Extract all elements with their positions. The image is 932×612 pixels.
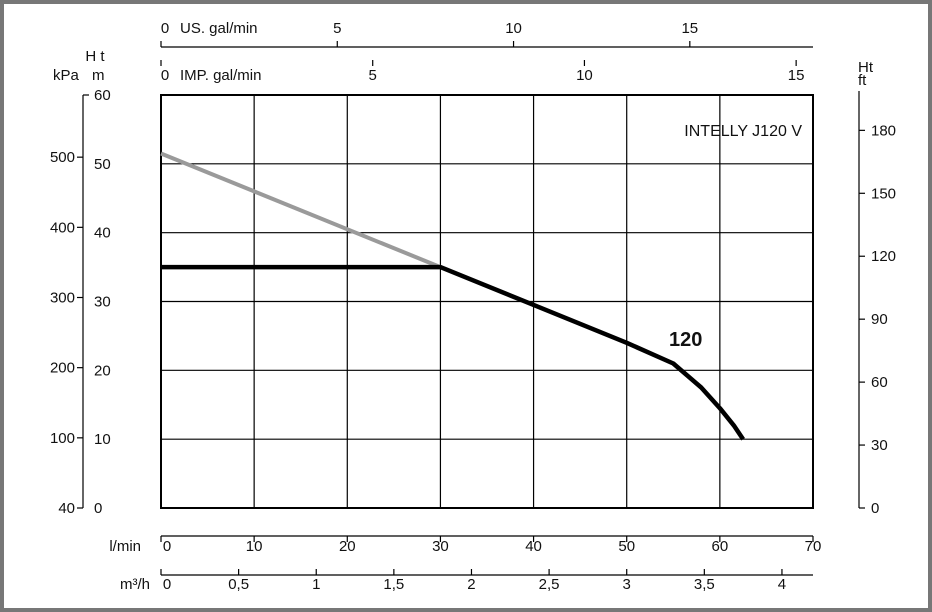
ft-tick-label: 30 bbox=[871, 437, 888, 454]
m-tick-label: 20 bbox=[94, 362, 111, 379]
lmin-axis-label: l/min bbox=[109, 538, 141, 555]
axes-layer: 0 10 20 30 40 50 60 700 0,5 1 1,5 2 2,5 3 3,5 40 5 10 150 5… bbox=[50, 20, 896, 593]
series-line-120 bbox=[161, 264, 745, 441]
kpa-tick-label: 500 bbox=[50, 149, 75, 166]
kpa-tick-label: 300 bbox=[50, 290, 75, 307]
lmin-tick-label: 20 bbox=[339, 538, 356, 555]
ft-tick-label: 0 bbox=[871, 500, 879, 517]
grid bbox=[161, 95, 813, 508]
m3h-tick-label: 0,5 bbox=[228, 576, 249, 593]
series-line-grey bbox=[160, 151, 442, 269]
m3h-tick-label: 1,5 bbox=[383, 576, 404, 593]
m3h-tick-label: 3,5 bbox=[694, 576, 715, 593]
us-gal-tick-label: 5 bbox=[333, 20, 341, 37]
kpa-tick-label: 100 bbox=[50, 430, 75, 447]
kpa-tick-label: 40 bbox=[58, 500, 75, 517]
lmin-tick-label: 50 bbox=[618, 538, 635, 555]
m3h-axis-label: m³/h bbox=[120, 576, 150, 593]
ft-tick-label: 90 bbox=[871, 311, 888, 328]
y-axis-header: H t bbox=[85, 48, 105, 65]
lmin-tick-label: 60 bbox=[712, 538, 729, 555]
lmin-tick-label: 30 bbox=[432, 538, 449, 555]
m3h-tick-label: 2,5 bbox=[539, 576, 560, 593]
m-tick-label: 60 bbox=[94, 87, 111, 104]
us-gal-tick-label: 10 bbox=[505, 20, 522, 37]
chart-title: INTELLY J120 V bbox=[684, 123, 802, 140]
ft-axis-label: ft bbox=[858, 72, 867, 89]
kpa-axis-label: kPa bbox=[53, 67, 80, 84]
m-tick-label: 0 bbox=[94, 500, 102, 517]
ft-tick-label: 150 bbox=[871, 185, 896, 202]
plot-border bbox=[160, 94, 814, 509]
m3h-tick-label: 4 bbox=[778, 576, 786, 593]
series-layer bbox=[160, 151, 745, 441]
lmin-tick-label: 10 bbox=[246, 538, 263, 555]
lmin-tick-label: 40 bbox=[525, 538, 542, 555]
ft-axis-label-top: Ht bbox=[858, 59, 874, 76]
imp-gal-tick-label: 15 bbox=[788, 67, 805, 84]
m-tick-label: 40 bbox=[94, 225, 111, 242]
m-axis-label: m bbox=[92, 67, 105, 84]
m-tick-label: 30 bbox=[94, 294, 111, 311]
ft-tick-label: 120 bbox=[871, 248, 896, 265]
lmin-tick-label: 70 bbox=[805, 538, 822, 555]
lmin-tick-label: 0 bbox=[163, 538, 171, 555]
imp-gal-tick-label: 0 bbox=[161, 67, 169, 84]
us-gal-tick-label: 0 bbox=[161, 20, 169, 37]
us-gal-tick-label: 15 bbox=[681, 20, 698, 37]
kpa-tick-label: 400 bbox=[50, 219, 75, 236]
m3h-tick-label: 1 bbox=[312, 576, 320, 593]
imp-gal-tick-label: 10 bbox=[576, 67, 593, 84]
ft-tick-label: 60 bbox=[871, 374, 888, 391]
series-label-120: 120 bbox=[669, 329, 702, 351]
ft-tick-label: 180 bbox=[871, 122, 896, 139]
imp-gal-tick-label: 5 bbox=[369, 67, 377, 84]
m3h-tick-label: 3 bbox=[623, 576, 631, 593]
m-tick-label: 10 bbox=[94, 431, 111, 448]
m3h-tick-label: 2 bbox=[467, 576, 475, 593]
us-gal-axis-label: US. gal/min bbox=[180, 20, 258, 37]
m-tick-label: 50 bbox=[94, 156, 111, 173]
imp-gal-axis-label: IMP. gal/min bbox=[180, 67, 261, 84]
m3h-tick-label: 0 bbox=[163, 576, 171, 593]
kpa-tick-label: 200 bbox=[50, 360, 75, 377]
